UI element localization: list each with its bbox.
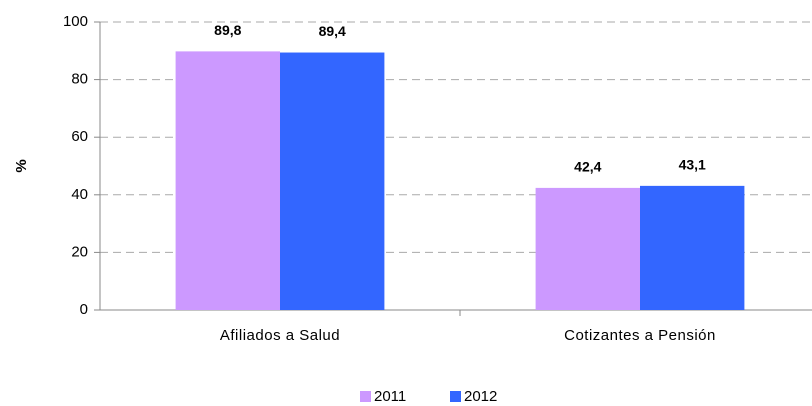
- x-tick-label: Afiliados a Salud: [220, 327, 340, 344]
- bar: [535, 187, 640, 310]
- value-label: 43,1: [679, 157, 706, 173]
- x-tick-label: Cotizantes a Pensión: [564, 327, 716, 344]
- bar: [640, 185, 745, 310]
- y-tick-label: 60: [71, 128, 88, 145]
- value-label: 89,4: [319, 23, 346, 39]
- y-tick-label: 40: [71, 186, 88, 203]
- y-tick-label: 80: [71, 71, 88, 88]
- y-tick-label: 100: [63, 13, 88, 30]
- y-axis-label: %: [13, 159, 30, 172]
- legend-label: 2012: [464, 388, 497, 405]
- value-label: 42,4: [574, 159, 601, 175]
- legend-swatch: [450, 391, 461, 402]
- y-tick-label: 0: [80, 301, 88, 318]
- legend-swatch: [360, 391, 371, 402]
- bar: [280, 52, 385, 310]
- bar: [175, 51, 280, 310]
- value-label: 89,8: [214, 22, 241, 38]
- y-tick-label: 20: [71, 243, 88, 260]
- legend-label: 2011: [374, 388, 406, 405]
